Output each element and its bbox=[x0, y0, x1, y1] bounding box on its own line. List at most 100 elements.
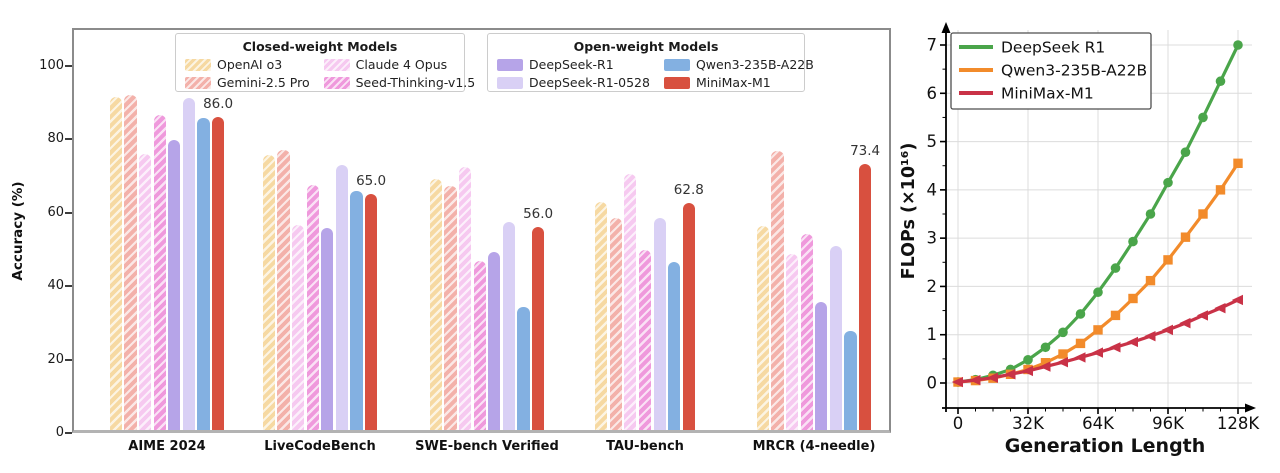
bar-gemini-2-5-pro-swe-bench-verified bbox=[444, 186, 457, 433]
marker-deepseek-r1 bbox=[1145, 209, 1156, 219]
bar-gemini-2-5-pro-mrcr-4-needle bbox=[771, 151, 784, 433]
marker-minimax-m1 bbox=[1196, 310, 1208, 321]
marker-deepseek-r1 bbox=[1128, 236, 1138, 247]
marker-deepseek-r1 bbox=[1215, 76, 1226, 87]
marker-deepseek-r1 bbox=[1023, 355, 1033, 365]
y-tick-mark bbox=[65, 358, 72, 361]
marker-qwen3-235b-a22b bbox=[1145, 275, 1156, 286]
bar-seed-thinking-v1-5-mrcr-4-needle bbox=[800, 233, 813, 433]
legend-entries: DeepSeek-R1 DeepSeek-R1-0528 Qwen3-235B-… bbox=[488, 56, 814, 91]
legend-label: Seed-Thinking-v1.5 bbox=[355, 75, 476, 90]
y-tick-label: 5 bbox=[927, 132, 938, 151]
marker-minimax-m1 bbox=[1056, 357, 1068, 368]
marker-deepseek-r1 bbox=[1058, 327, 1068, 338]
bar-deepseek-r1-0528-tau-bench bbox=[653, 217, 666, 433]
bar-minimax-m1-swe-bench-verified bbox=[532, 227, 545, 433]
legend-label-minimax-m1: MiniMax-M1 bbox=[1001, 85, 1094, 103]
x-axis-title: Generation Length bbox=[1005, 435, 1206, 457]
legend-label: OpenAI o3 bbox=[217, 57, 283, 72]
legend-label: Qwen3-235B-A22B bbox=[695, 57, 814, 72]
marker-minimax-m1 bbox=[1074, 352, 1086, 363]
legend-swatch-seed-thinking-v1-5 bbox=[323, 76, 350, 89]
legend-label: Claude 4 Opus bbox=[355, 57, 448, 72]
marker-minimax-m1 bbox=[1231, 294, 1243, 306]
x-tick-label-swe-bench-verified: SWE-bench Verified bbox=[415, 439, 559, 454]
y-tick-mark bbox=[65, 432, 72, 434]
marker-minimax-m1 bbox=[1021, 365, 1033, 377]
y-tick-label: 6 bbox=[927, 84, 938, 103]
marker-qwen3-235b-a22b bbox=[1058, 349, 1068, 359]
legend-entry-deepseek-r1-0528: DeepSeek-R1-0528 bbox=[497, 74, 650, 91]
marker-minimax-m1 bbox=[1179, 317, 1191, 329]
legend-entry-qwen3-235b-a22b: Qwen3-235B-A22B bbox=[663, 56, 814, 73]
marker-minimax-m1 bbox=[1109, 342, 1121, 353]
legend-label: DeepSeek-R1 bbox=[529, 57, 614, 72]
marker-qwen3-235b-a22b bbox=[1163, 255, 1173, 265]
y-tick-label: 40 bbox=[47, 278, 64, 294]
value-label-swe-bench-verified: 56.0 bbox=[523, 206, 554, 223]
legend-label: DeepSeek-R1-0528 bbox=[529, 75, 650, 90]
value-label-tau-bench: 62.8 bbox=[673, 181, 704, 198]
marker-qwen3-235b-a22b bbox=[1198, 209, 1208, 219]
bar-deepseek-r1-0528-swe-bench-verified bbox=[502, 221, 515, 433]
x-tick-label: 64K bbox=[1082, 414, 1115, 433]
marker-minimax-m1 bbox=[1039, 361, 1051, 372]
bar-seed-thinking-v1-5-tau-bench bbox=[638, 249, 652, 433]
y-tick-label: 80 bbox=[47, 131, 64, 147]
line-series bbox=[951, 40, 1243, 388]
legend-entry-gemini-2-5-pro: Gemini-2.5 Pro bbox=[185, 74, 310, 91]
bar-openai-o3-swe-bench-verified bbox=[429, 179, 442, 433]
legend-label-deepseek-r1: DeepSeek R1 bbox=[1001, 39, 1105, 57]
legend-swatch-openai-o3 bbox=[185, 58, 211, 71]
x-tick-label-tau-bench: TAU-bench bbox=[606, 439, 684, 454]
legend-entry-minimax-m1: MiniMax-M1 bbox=[663, 74, 814, 91]
marker-deepseek-r1 bbox=[1233, 40, 1243, 50]
marker-minimax-m1 bbox=[986, 372, 998, 383]
y-tick-label: 1 bbox=[927, 325, 938, 344]
marker-minimax-m1 bbox=[969, 374, 981, 386]
bar-gemini-2-5-pro-aime-2024 bbox=[124, 95, 137, 433]
bar-plot-area: 86.0 65.0 56.0 62.8 73.4 bbox=[72, 28, 891, 433]
bar-deepseek-r1-aime-2024 bbox=[168, 140, 181, 433]
bar-qwen3-235b-a22b-mrcr-4-needle bbox=[844, 331, 857, 433]
y-tick-label: 4 bbox=[927, 180, 938, 199]
marker-qwen3-235b-a22b bbox=[1075, 338, 1086, 349]
marker-qwen3-235b-a22b bbox=[1110, 310, 1121, 321]
legend-open-weight-models: Open-weight Models DeepSeek-R1 DeepSeek-… bbox=[487, 33, 814, 92]
y-tick-mark bbox=[65, 65, 72, 67]
value-label-livecodebench: 65.0 bbox=[356, 173, 387, 190]
bar-minimax-m1-livecodebench bbox=[365, 194, 378, 433]
x-tick-label: 0 bbox=[953, 414, 964, 433]
marker-deepseek-r1 bbox=[1040, 342, 1051, 353]
bar-seed-thinking-v1-5-aime-2024 bbox=[153, 114, 166, 433]
bar-minimax-m1-mrcr-4-needle bbox=[859, 163, 872, 433]
y-axis-arrow bbox=[941, 22, 951, 33]
bar-claude-4-opus-tau-bench bbox=[624, 174, 637, 433]
marker-minimax-m1 bbox=[1214, 302, 1226, 314]
marker-qwen3-235b-a22b bbox=[1040, 358, 1051, 368]
bar-claude-4-opus-swe-bench-verified bbox=[459, 166, 472, 433]
y-tick-label: 7 bbox=[927, 36, 938, 55]
x-tick-label: 96K bbox=[1152, 414, 1185, 433]
value-label-mrcr-4-needle: 73.4 bbox=[850, 142, 881, 159]
legend-title: Closed-weight Models bbox=[242, 39, 398, 54]
bar-deepseek-r1-mrcr-4-needle bbox=[815, 301, 828, 433]
marker-deepseek-r1 bbox=[1198, 112, 1208, 123]
y-tick-mark bbox=[65, 138, 72, 141]
bar-qwen3-235b-a22b-aime-2024 bbox=[197, 118, 210, 433]
y-axis-title: FLOPs (×10¹⁶) bbox=[900, 143, 919, 280]
bar-deepseek-r1-livecodebench bbox=[321, 227, 334, 433]
bar-openai-o3-mrcr-4-needle bbox=[756, 225, 769, 433]
bar-seed-thinking-v1-5-swe-bench-verified bbox=[473, 260, 486, 433]
axes: 0 32K 64K 96K 128K 0 1 2 3 4 5 6 7 bbox=[927, 22, 1260, 433]
legend-swatch-qwen3-235b-a22b bbox=[663, 58, 690, 71]
x-tick-label: 32K bbox=[1012, 414, 1045, 433]
legend-entries: OpenAI o3 Gemini-2.5 Pro Claude 4 Opus S… bbox=[176, 56, 475, 91]
bar-deepseek-r1-0528-mrcr-4-needle bbox=[829, 245, 842, 433]
legend-label-qwen3-235b-a22b: Qwen3-235B-A22B bbox=[1001, 62, 1147, 80]
legend-entry-deepseek-r1: DeepSeek-R1 bbox=[497, 56, 650, 73]
y-tick-mark bbox=[65, 211, 72, 214]
bar-minimax-m1-aime-2024 bbox=[212, 117, 225, 433]
marker-deepseek-r1 bbox=[1163, 177, 1173, 188]
